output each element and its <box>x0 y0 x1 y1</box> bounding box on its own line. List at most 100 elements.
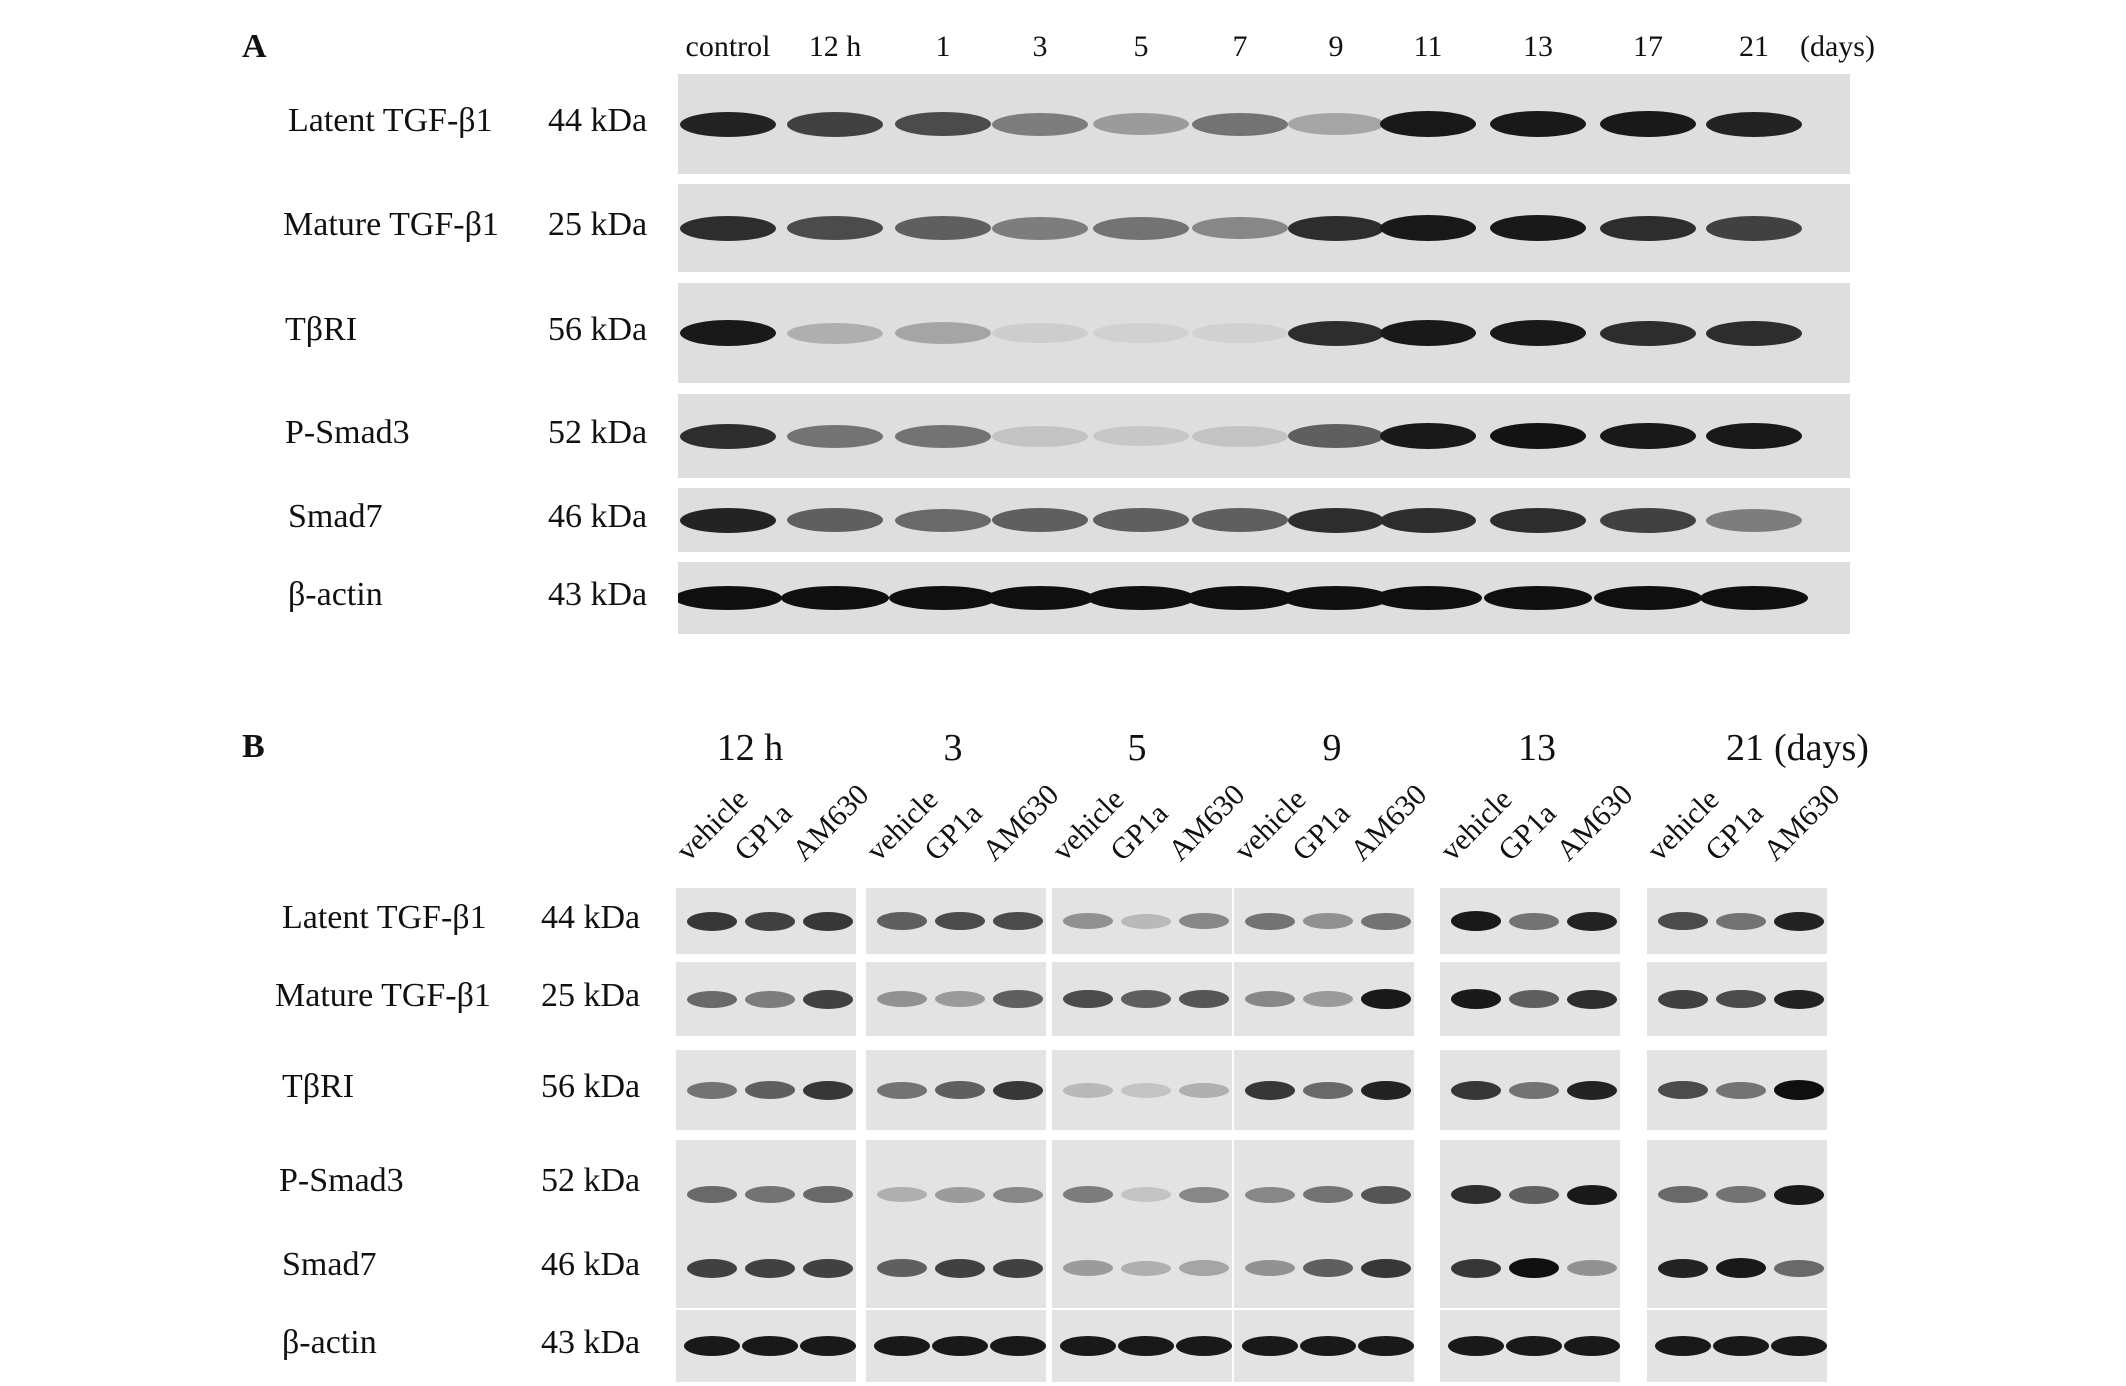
panel-b-band <box>1063 1260 1113 1276</box>
panel-a-band <box>1380 423 1476 449</box>
panel-b-band <box>803 911 853 931</box>
panel-b-band <box>874 1336 930 1356</box>
panel-b-band <box>1658 912 1708 930</box>
panel-a-band <box>1288 424 1384 448</box>
panel-b-blot-strip <box>1052 888 1232 954</box>
panel-b-blot-strip <box>1647 1140 1827 1228</box>
panel-a-band <box>1093 113 1189 135</box>
panel-a-band <box>992 112 1088 136</box>
panel-a-band <box>1490 215 1586 241</box>
panel-a-band <box>1288 113 1384 135</box>
panel-b-blot-strip <box>866 1228 1046 1308</box>
panel-b-row-label: P-Smad3 <box>279 1162 404 1199</box>
panel-a-blot-strip <box>678 283 1850 383</box>
panel-b-row-label: Mature TGF-β1 <box>275 977 491 1014</box>
panel-b-band <box>1245 1080 1295 1100</box>
panel-b-band <box>990 1336 1046 1356</box>
panel-b-band <box>745 911 795 931</box>
panel-a-band <box>895 216 991 240</box>
panel-b-blot-strip <box>1440 1140 1620 1228</box>
panel-b-band <box>1300 1336 1356 1356</box>
panel-b-blot-strip <box>1234 962 1414 1036</box>
panel-b-band <box>1658 1186 1708 1204</box>
panel-b-band <box>1655 1336 1711 1356</box>
panel-b-band <box>687 911 737 931</box>
panel-a-band <box>895 322 991 344</box>
panel-b-group-label: 13 <box>1518 727 1556 769</box>
panel-b-row-kda: 44 kDa <box>541 899 641 936</box>
panel-a-row-label: β-actin <box>288 576 383 613</box>
panel-a-band <box>1282 586 1390 610</box>
panel-b-row-kda: 56 kDa <box>541 1068 641 1105</box>
panel-b-band <box>1509 1081 1559 1099</box>
panel-a-band <box>1374 586 1482 610</box>
panel-a-band <box>1484 586 1592 610</box>
panel-b-band <box>1303 991 1353 1007</box>
panel-a-band <box>1087 586 1195 610</box>
panel-a-band <box>992 425 1088 447</box>
panel-b-band <box>877 1081 927 1099</box>
panel-a-row-kda: 46 kDa <box>548 498 648 535</box>
panel-a-row-label: Smad7 <box>288 498 383 535</box>
panel-a-band <box>1594 586 1702 610</box>
panel-b-band <box>803 1080 853 1100</box>
panel-a-row-label: Mature TGF-β1 <box>283 206 499 243</box>
panel-b-band <box>1118 1336 1174 1356</box>
panel-b-blot-strip <box>866 1140 1046 1228</box>
panel-a-lane-label: 13 <box>1523 30 1553 63</box>
panel-a-band <box>1186 586 1294 610</box>
panel-b-band <box>1361 912 1411 930</box>
panel-b-group-label: 9 <box>1322 727 1342 769</box>
panel-b-row-label: TβRI <box>282 1068 355 1105</box>
panel-b-blot-strip <box>1440 1050 1620 1130</box>
panel-b-letter: B <box>242 728 265 765</box>
panel-b-band <box>1716 1186 1766 1204</box>
panel-b-blot-strip <box>1052 1140 1232 1228</box>
panel-b-blot-strip <box>1234 1050 1414 1130</box>
panel-b-band <box>935 1258 985 1278</box>
panel-a-band <box>1490 111 1586 137</box>
panel-b-band <box>1063 1082 1113 1098</box>
panel-b-group-label: 3 <box>943 727 963 769</box>
panel-b-group-label: 21 <box>1726 727 1764 769</box>
panel-b-band <box>684 1336 740 1356</box>
panel-b-band <box>1509 912 1559 930</box>
panel-b-band <box>1358 1336 1414 1356</box>
panel-a-lane-label: 11 <box>1413 30 1443 63</box>
panel-b-blot-strip <box>1052 962 1232 1036</box>
panel-b-band <box>1567 911 1617 931</box>
panel-b-band <box>1361 1258 1411 1278</box>
panel-b-blot-strip <box>866 888 1046 954</box>
panel-b-band <box>935 1186 985 1203</box>
panel-b-band <box>1509 990 1559 1008</box>
panel-b-band <box>1245 912 1295 930</box>
panel-b-band <box>1176 1336 1232 1356</box>
panel-a-band <box>680 507 776 533</box>
panel-a-band <box>1093 426 1189 446</box>
panel-b-band <box>1245 991 1295 1007</box>
panel-a-band <box>680 111 776 137</box>
panel-b-blot-strip <box>1440 962 1620 1036</box>
panel-b-band <box>993 1186 1043 1203</box>
panel-b-band <box>803 989 853 1009</box>
panel-b-blot-strip <box>1234 1140 1414 1228</box>
panel-a-band <box>1192 425 1288 447</box>
panel-b-group-label: 12 h <box>716 727 784 769</box>
panel-a-band <box>1706 423 1802 449</box>
panel-a-lane-label: control <box>685 30 771 63</box>
panel-a-row-kda: 52 kDa <box>548 414 648 451</box>
panel-b-band <box>1716 1081 1766 1099</box>
panel-a-blot-strip <box>678 488 1850 552</box>
panel-a-band <box>1288 507 1384 533</box>
panel-b-row-label: Latent TGF-β1 <box>282 899 487 936</box>
panel-b-band <box>1060 1336 1116 1356</box>
panel-a-band <box>1600 215 1696 241</box>
panel-b-band <box>1245 1186 1295 1203</box>
panel-b-band <box>1567 989 1617 1009</box>
panel-b-band <box>1303 1081 1353 1099</box>
panel-a-band <box>1380 111 1476 137</box>
panel-a-band <box>787 424 883 448</box>
panel-a-band <box>1490 423 1586 449</box>
panel-a-band <box>895 424 991 448</box>
panel-b-blot-strip <box>1440 1310 1620 1382</box>
